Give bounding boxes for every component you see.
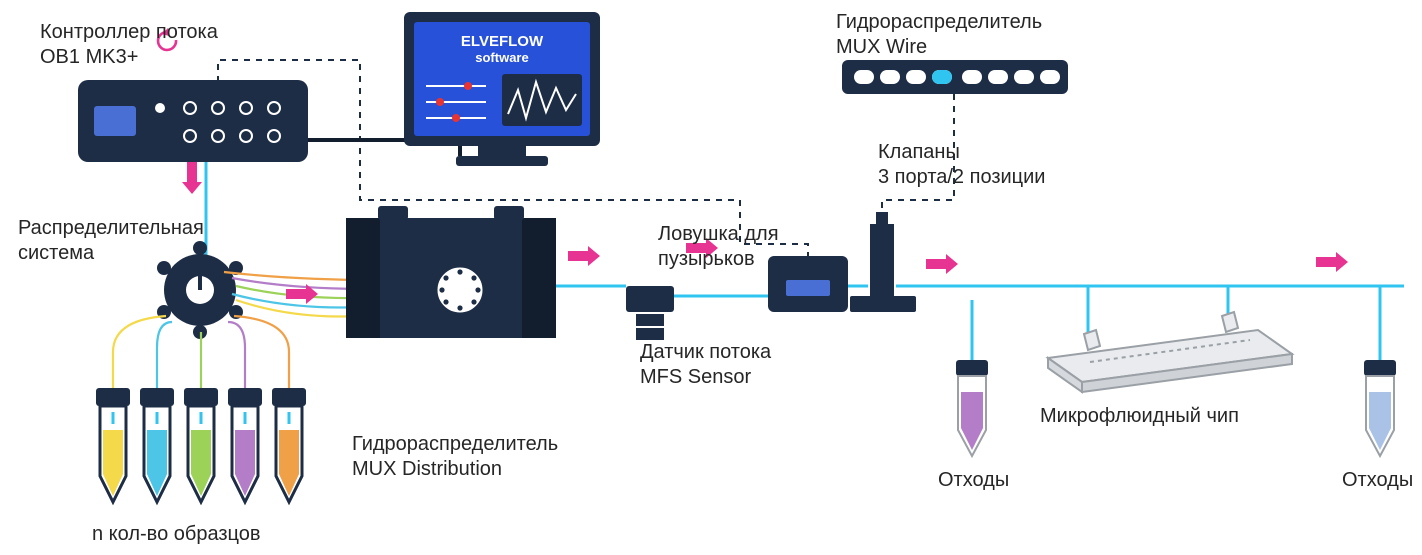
flow-sensor	[768, 256, 848, 312]
diagram-stage: ELVEFLOW software	[0, 0, 1422, 555]
mux-distribution	[346, 206, 556, 338]
label-chip: Микрофлюидный чип	[1040, 404, 1239, 429]
label-controller: Контроллер потока OB1 MK3+	[40, 20, 218, 70]
label-valves: Клапаны 3 порта/2 позиции	[878, 140, 1045, 190]
label-samples: n кол-во образцов	[92, 522, 261, 547]
screen-subtitle: software	[475, 50, 528, 65]
label-flow-sensor: Датчик потока MFS Sensor	[640, 340, 771, 390]
label-mux-dist: Гидрораспределитель MUX Distribution	[352, 432, 558, 482]
label-distrib-sys: Распределительная система	[18, 216, 204, 266]
microfluidic-chip	[1048, 312, 1292, 392]
valve-3port	[850, 212, 916, 312]
label-waste2: Отходы	[1342, 468, 1413, 493]
waste-2	[1364, 360, 1396, 456]
mux-wire	[842, 60, 1068, 94]
label-bubble-trap: Ловушка для пузырьков	[658, 222, 779, 272]
label-waste1: Отходы	[938, 468, 1009, 493]
controller-device	[78, 80, 308, 162]
label-mux-wire: Гидрораспределитель MUX Wire	[836, 10, 1042, 60]
bubble-trap	[626, 286, 674, 340]
waste-1	[956, 360, 988, 456]
sample-tubes	[96, 388, 306, 502]
screen-title: ELVEFLOW	[461, 33, 544, 50]
monitor: ELVEFLOW software	[404, 12, 600, 166]
